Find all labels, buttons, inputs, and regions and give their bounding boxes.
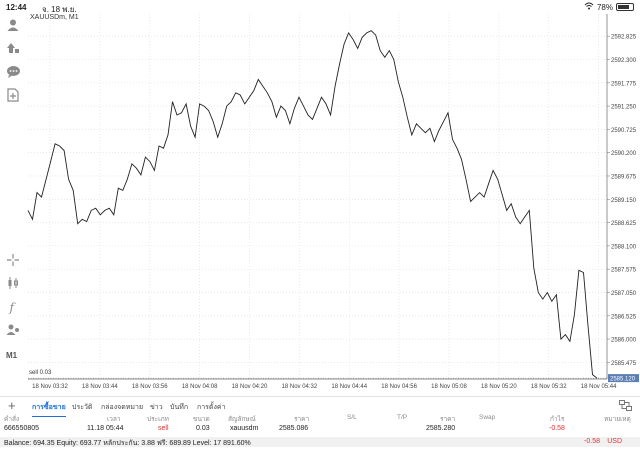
crosshair-icon[interactable] (5, 252, 21, 268)
timeframe-label[interactable]: M1 (6, 351, 18, 360)
terminal-tabs: + การซื้อขาย ประวัติ กล่องจดหมาย ข่าว บั… (0, 396, 640, 417)
y-tick-label: 2585.475 (611, 361, 637, 367)
col-type: ประเภท (147, 416, 169, 423)
left-toolbar: f M1 (0, 14, 28, 388)
order-open-price: 2585.086 (279, 425, 309, 432)
x-tick-label: 18 Nov 04:44 (331, 384, 367, 388)
order-marker-label: sell 0.03 (29, 370, 52, 376)
col-profit: กำไร (550, 416, 565, 423)
y-tick-label: 2589.150 (611, 198, 637, 204)
floating-pl: -0.58 (584, 438, 600, 445)
x-tick-label: 18 Nov 05:32 (531, 384, 567, 388)
col-size: ขนาด (193, 416, 210, 423)
col-swap: Swap (479, 414, 496, 421)
new-order-icon[interactable] (5, 87, 21, 103)
current-price-label: 2585.120 (610, 376, 636, 382)
order-size: 0.03 (196, 425, 210, 432)
candlestick-icon[interactable] (5, 275, 21, 291)
y-tick-label: 2590.725 (611, 128, 637, 134)
y-tick-label: 2586.525 (611, 314, 637, 320)
x-tick-label: 18 Nov 03:32 (32, 384, 68, 388)
col-tp: T/P (397, 414, 408, 421)
x-tick-label: 18 Nov 04:32 (282, 384, 318, 388)
y-tick-label: 2592.825 (611, 35, 637, 41)
chart-area[interactable]: 2592.825 2592.300 2591.775 2591.250 2590.725… (0, 14, 640, 388)
svg-text:f: f (9, 301, 17, 315)
order-profit: -0.58 (549, 425, 565, 432)
y-tick-label: 2589.675 (611, 174, 637, 180)
chart-title: XAUUSDm, M1 (30, 14, 79, 21)
y-tick-label: 2588.625 (611, 221, 637, 227)
battery-percent: 78% (596, 2, 613, 12)
col-current-price: ราคา (440, 416, 456, 423)
y-tick-label: 2592.300 (611, 58, 637, 64)
y-tick-label: 2587.575 (611, 268, 637, 274)
col-symbol: สัญลักษณ์ (228, 416, 256, 423)
x-tick-label: 18 Nov 04:20 (232, 384, 268, 388)
order-time: 11.18 05:44 (87, 425, 124, 432)
order-current-price: 2585.280 (426, 425, 456, 432)
y-tick-label: 2587.050 (611, 291, 637, 297)
tab-news[interactable]: ข่าว (150, 404, 163, 411)
y-tick-label: 2586.000 (611, 338, 637, 344)
order-id: 666550805 (4, 425, 40, 432)
wifi-icon (584, 2, 594, 12)
tab-history[interactable]: ประวัติ (72, 404, 93, 411)
account-icon[interactable] (5, 17, 21, 33)
col-order: คำสั่ง (4, 416, 20, 423)
order-symbol: xauusdm (230, 425, 259, 432)
status-time: 12:44 (6, 3, 27, 12)
table-row[interactable]: 666550805 11.18 05:44 sell 0.03 xauusdm … (0, 425, 640, 435)
x-tick-label: 18 Nov 05:44 (581, 384, 617, 388)
trade-icon[interactable] (5, 40, 21, 56)
current-price-badge (608, 374, 639, 383)
objects-icon[interactable] (5, 322, 21, 338)
chat-icon[interactable] (5, 64, 21, 80)
orders-table-header: คำสั่ง เวลา ประเภท ขนาด สัญลักษณ์ ราคา S… (0, 414, 640, 424)
indicators-icon[interactable]: f (5, 299, 21, 315)
y-tick-label: 2591.250 (611, 105, 637, 111)
x-tick-label: 18 Nov 03:56 (132, 384, 168, 388)
status-right: 78% (584, 2, 634, 12)
col-sl: S/L (347, 414, 357, 421)
tab-journal[interactable]: บันทึก (170, 404, 189, 411)
tab-settings[interactable]: การตั้งค่า (197, 404, 226, 411)
balance-summary: Balance: 694.35 Equity: 693.77 หลักประกั… (4, 440, 251, 447)
col-price: ราคา (294, 416, 310, 423)
order-type: sell (158, 425, 169, 432)
col-note: หมายเหตุ (604, 416, 631, 423)
y-tick-label: 2591.775 (611, 81, 637, 87)
tab-trade[interactable]: การซื้อขาย (32, 404, 66, 417)
price-chart[interactable]: 2592.825 2592.300 2591.775 2591.250 2590.725… (0, 14, 640, 388)
col-time: เวลา (107, 416, 121, 423)
x-tick-label: 18 Nov 04:56 (381, 384, 417, 388)
y-tick-label: 2588.100 (611, 244, 637, 250)
x-tick-label: 18 Nov 03:44 (82, 384, 118, 388)
x-tick-label: 18 Nov 04:08 (182, 384, 218, 388)
status-bar: 12:44 จ. 18 พ.ย. 78% (0, 0, 640, 14)
price-series-line (27, 30, 598, 379)
tab-mailbox[interactable]: กล่องจดหมาย (101, 404, 144, 411)
status-date: จ. 18 พ.ย. (42, 5, 77, 14)
balance-bar: Balance: 694.35 Equity: 693.77 หลักประกั… (0, 437, 640, 447)
x-tick-label: 18 Nov 05:20 (481, 384, 517, 388)
account-currency: USD (607, 438, 622, 445)
battery-icon (616, 3, 634, 11)
layout-icon[interactable] (619, 400, 632, 413)
y-tick-label: 2590.200 (611, 151, 637, 157)
add-icon[interactable]: + (8, 398, 16, 413)
x-tick-label: 18 Nov 05:08 (431, 384, 467, 388)
